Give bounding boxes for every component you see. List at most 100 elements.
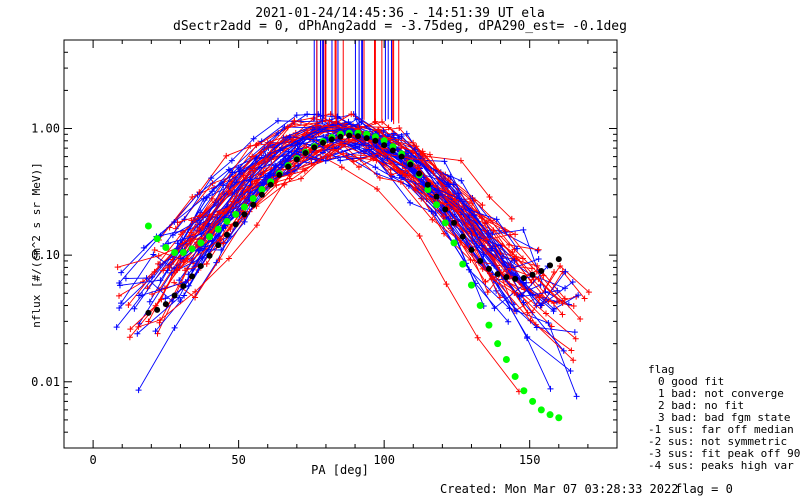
y-tick-label: 1.00 — [31, 122, 60, 136]
measurement-point — [559, 311, 566, 318]
black-point — [433, 193, 440, 200]
measurement-point — [192, 288, 199, 295]
measurement-point — [384, 155, 391, 162]
measurement-point — [543, 310, 550, 317]
measurement-point — [535, 276, 542, 283]
green-point — [485, 321, 493, 329]
measurement-point — [228, 157, 235, 164]
measurement-point — [489, 245, 496, 252]
measurement-point — [236, 168, 243, 175]
plot-frame — [63, 39, 618, 449]
measurement-point — [561, 295, 568, 302]
measurement-point — [293, 112, 300, 119]
measurement-point — [581, 295, 588, 302]
black-point — [555, 256, 562, 263]
green-point — [197, 239, 205, 247]
measurement-point — [298, 175, 305, 182]
measurement-point — [203, 260, 210, 267]
black-point — [311, 144, 318, 151]
y-tick-label: 0.10 — [31, 248, 60, 262]
measurement-point — [370, 155, 377, 162]
measurement-point — [493, 216, 500, 223]
measurement-point — [180, 259, 187, 266]
measurement-point — [557, 262, 564, 269]
measurement-point — [209, 195, 216, 202]
measurement-point — [135, 387, 142, 394]
measurement-point — [118, 269, 125, 276]
measurement-point — [174, 266, 181, 273]
measurement-point — [155, 252, 162, 259]
measurement-point — [304, 111, 311, 118]
measurement-point — [560, 347, 567, 354]
measurement-point — [330, 146, 337, 153]
measurement-point — [524, 333, 531, 340]
measurement-point — [520, 299, 527, 306]
measurement-point — [554, 287, 561, 294]
black-point — [206, 252, 213, 259]
measurement-point — [398, 133, 405, 140]
measurement-point — [116, 282, 123, 289]
measurement-point — [235, 164, 242, 171]
measurement-point — [241, 218, 248, 225]
measurement-point — [262, 173, 269, 180]
measurement-point — [547, 385, 554, 392]
measurement-point — [151, 268, 158, 275]
fit-series — [144, 129, 563, 422]
measurement-point — [251, 167, 258, 174]
measurement-point — [187, 238, 194, 245]
green-point — [188, 245, 196, 253]
measurement-point — [441, 158, 448, 165]
measurement-point — [402, 171, 409, 178]
measurement-point — [484, 289, 491, 296]
black-point — [477, 257, 484, 264]
black-point — [276, 171, 283, 178]
measurement-point — [233, 179, 240, 186]
measurement-point — [122, 275, 129, 282]
measurement-point — [337, 157, 344, 164]
green-point — [144, 222, 152, 230]
measurement-point — [171, 218, 178, 225]
measurement-point — [375, 126, 382, 133]
legend-entry: 1 bad: not converge — [658, 387, 784, 400]
measurement-point — [551, 306, 558, 313]
measurement-point — [125, 301, 132, 308]
measurement-point — [443, 281, 450, 288]
chart-title-line1: 2021-01-24/14:45:36 - 14:51:39 UT ela — [255, 6, 545, 21]
measurement-point — [225, 188, 232, 195]
measurement-point — [491, 305, 498, 312]
measurement-traces — [113, 40, 592, 400]
measurement-trace — [199, 121, 566, 307]
measurement-point — [440, 213, 447, 220]
measurement-point — [559, 299, 566, 306]
measurement-point — [240, 172, 247, 179]
measurement-point — [271, 162, 278, 169]
green-point — [511, 373, 519, 381]
chart-title-line2: dSectr2add = 0, dPhAng2add = -3.75deg, d… — [173, 19, 627, 34]
green-point — [537, 406, 545, 414]
measurement-point — [403, 130, 410, 137]
green-point — [249, 195, 257, 203]
measurement-point — [478, 215, 485, 222]
measurement-point — [511, 257, 518, 264]
legend-entry: -4 sus: peaks high var — [648, 459, 794, 472]
x-tick-label: 100 — [373, 453, 395, 467]
measurement-point — [195, 217, 202, 224]
measurement-point — [127, 326, 134, 333]
measurement-point — [413, 143, 420, 150]
measurement-point — [483, 236, 490, 243]
black-point — [494, 270, 501, 277]
measurement-point — [479, 265, 486, 272]
measurement-point — [169, 298, 176, 305]
measurement-point — [511, 289, 518, 296]
measurement-point — [505, 318, 512, 325]
y-axis-label: nflux [#/(cm^2 s sr MeV)] — [30, 162, 43, 328]
measurement-point — [419, 157, 426, 164]
green-point — [476, 302, 484, 310]
measurement-point — [410, 149, 417, 156]
measurement-point — [435, 187, 442, 194]
measurement-point — [225, 255, 232, 262]
measurement-point — [562, 268, 569, 275]
black-point — [442, 206, 449, 213]
measurement-point — [445, 183, 452, 190]
measurement-point — [189, 194, 196, 201]
